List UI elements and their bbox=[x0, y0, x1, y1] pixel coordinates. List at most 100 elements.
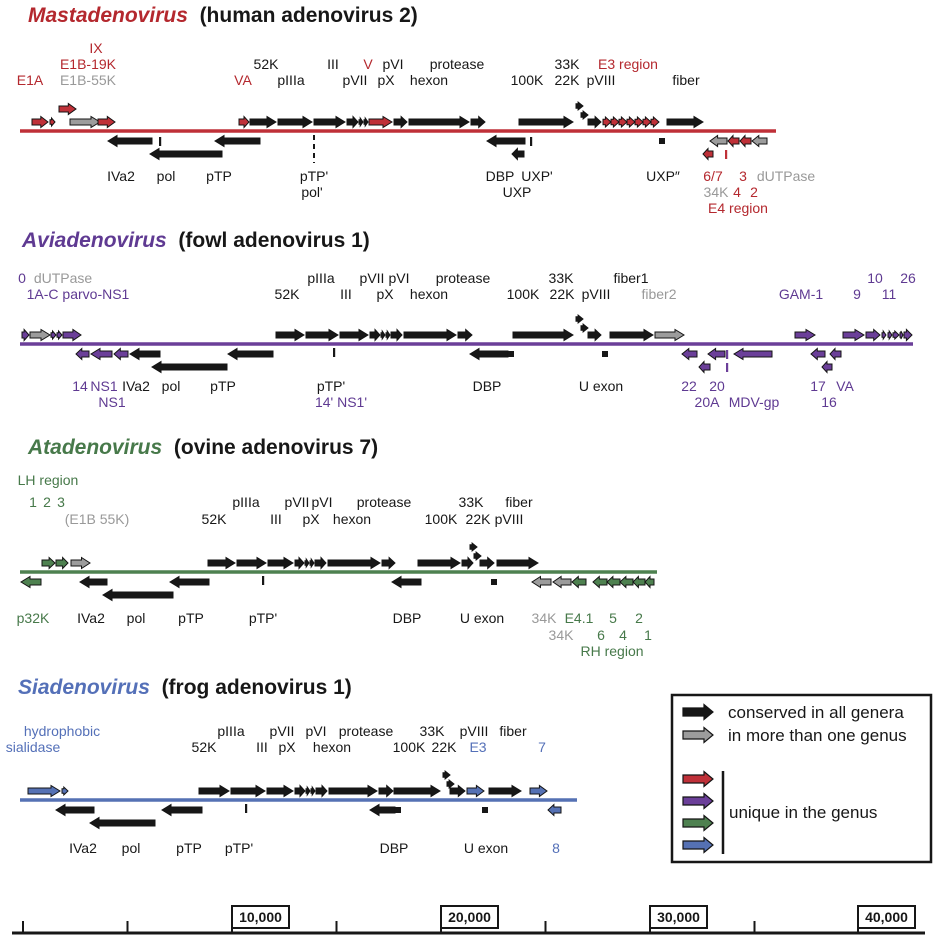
atadenovirus-label-iii: III bbox=[270, 511, 282, 527]
aviadenovirus-label-33k: 33K bbox=[549, 270, 575, 286]
aviadenovirus-label-fiber1: fiber1 bbox=[613, 270, 648, 286]
aviadenovirus-title-genus: Aviadenovirus bbox=[22, 229, 167, 252]
siadenovirus-label-fiber: fiber bbox=[499, 723, 527, 739]
atadenovirus-label-pvi: pVI bbox=[311, 494, 332, 510]
atadenovirus-label-pviii: pVIII bbox=[495, 511, 524, 527]
aviadenovirus-gene-arrow-29 bbox=[90, 347, 113, 361]
atadenovirus-label-34k: 34K bbox=[549, 627, 575, 643]
mastadenovirus-gene-arrow-16 bbox=[518, 115, 574, 129]
aviadenovirus-label-0: 0 bbox=[18, 270, 26, 286]
atadenovirus-title-spacer bbox=[162, 436, 174, 459]
mastadenovirus-gene-arrow-2 bbox=[58, 102, 77, 116]
aviadenovirus-label-10: 10 bbox=[867, 270, 883, 286]
siadenovirus-exon-mark-2 bbox=[482, 807, 488, 813]
siadenovirus-exon-mark-1 bbox=[395, 807, 401, 813]
aviadenovirus-gene-arrow-18 bbox=[609, 328, 654, 342]
aviadenovirus-label-mdv-gp: MDV-gp bbox=[729, 394, 780, 410]
mastadenovirus-label-100k: 100K bbox=[511, 72, 544, 88]
mastadenovirus-exon-mark-1 bbox=[234, 138, 240, 144]
siadenovirus-label-piiia: pIIIa bbox=[217, 723, 244, 739]
aviadenovirus-gene-arrow-20 bbox=[794, 328, 816, 342]
mastadenovirus-label-pvii: pVII bbox=[343, 72, 368, 88]
legend-label-0: conserved in all genera bbox=[728, 703, 904, 722]
aviadenovirus-title-spacer bbox=[167, 229, 179, 252]
atadenovirus-gene-arrow-23 bbox=[531, 575, 552, 589]
scale-label-box-1 bbox=[440, 905, 499, 929]
atadenovirus-label-4: 4 bbox=[619, 627, 627, 643]
aviadenovirus-label-dutpase: dUTPase bbox=[34, 270, 93, 286]
aviadenovirus-label-dbp: DBP bbox=[473, 378, 502, 394]
legend: conserved in all genera in more than one … bbox=[670, 693, 933, 864]
atadenovirus-label-22k: 22K bbox=[466, 511, 492, 527]
mastadenovirus-gene-arrow-1 bbox=[49, 116, 56, 128]
scale-label-box-3 bbox=[857, 905, 916, 929]
atadenovirus-label-lh-region: LH region bbox=[18, 472, 79, 488]
mastadenovirus-gene-arrow-27 bbox=[666, 115, 704, 129]
mastadenovirus-gene-arrow-20 bbox=[602, 115, 612, 129]
aviadenovirus-gene-arrow-6 bbox=[305, 328, 339, 342]
scale-label-40-000: 40,000 bbox=[865, 909, 908, 925]
atadenovirus-title-host: (ovine adenovirus 7) bbox=[173, 436, 379, 459]
mastadenovirus-label-v: V bbox=[363, 56, 373, 72]
siadenovirus-label-pol: pol bbox=[122, 840, 141, 856]
aviadenovirus-label-26: 26 bbox=[900, 270, 916, 286]
aviadenovirus-label-11: 11 bbox=[882, 286, 897, 302]
legend-label-unique: unique in the genus bbox=[729, 803, 877, 822]
legend-label-1: in more than one genus bbox=[728, 726, 907, 745]
aviadenovirus-label-17: 17 bbox=[810, 378, 826, 394]
mastadenovirus-label-fiber: fiber bbox=[672, 72, 700, 88]
scale-label-30-000: 30,000 bbox=[657, 909, 700, 925]
mastadenovirus-label-uxp: UXP″ bbox=[646, 168, 680, 184]
aviadenovirus-gene-arrow-5 bbox=[275, 328, 305, 342]
mastadenovirus-label-e4-region: E4 region bbox=[708, 200, 768, 216]
aviadenovirus-gene-arrow-2 bbox=[50, 329, 57, 341]
siadenovirus-gene-arrow-4 bbox=[266, 784, 294, 798]
mastadenovirus-gene-arrow-14 bbox=[408, 115, 470, 129]
siadenovirus-label-px: pX bbox=[278, 739, 296, 755]
atadenovirus-label-2: 2 bbox=[635, 610, 643, 626]
aviadenovirus-gene-arrow-10 bbox=[385, 329, 391, 341]
mastadenovirus-label-4: 4 bbox=[733, 184, 741, 200]
scale-label-box-2 bbox=[649, 905, 708, 929]
aviadenovirus-gene-arrow-33 bbox=[227, 347, 274, 361]
legend-arrow-conserved-in-all-genera-icon bbox=[682, 703, 714, 721]
atadenovirus-gene-arrow-8 bbox=[309, 557, 315, 569]
mastadenovirus-gene-arrow-15 bbox=[470, 115, 486, 129]
mastadenovirus-label-uxp: UXP' bbox=[521, 168, 552, 184]
legend-arrow-in-more-than-one-genus-icon bbox=[682, 726, 714, 744]
scale-label-box-0 bbox=[231, 905, 290, 929]
atadenovirus-label-iva2: IVa2 bbox=[77, 610, 105, 626]
mastadenovirus-title-host: (human adenovirus 2) bbox=[199, 4, 418, 27]
mastadenovirus-tick-mark-0 bbox=[159, 137, 162, 146]
siadenovirus-title-spacer bbox=[150, 676, 162, 699]
aviadenovirus-gene-arrow-4 bbox=[62, 328, 82, 342]
aviadenovirus-exon-mark-1 bbox=[508, 351, 514, 357]
legend-unique-arrow-1-icon bbox=[682, 792, 714, 810]
mastadenovirus-label-pviii: pVIII bbox=[587, 72, 616, 88]
siadenovirus-label-pvii: pVII bbox=[270, 723, 295, 739]
atadenovirus-label-34k: 34K bbox=[532, 610, 558, 626]
siadenovirus-gene-arrow-19 bbox=[89, 816, 156, 830]
atadenovirus-gene-arrow-16 bbox=[479, 556, 495, 570]
mastadenovirus-label-2: 2 bbox=[750, 184, 758, 200]
mastadenovirus-label-hexon: hexon bbox=[410, 72, 448, 88]
aviadenovirus-gene-arrow-17 bbox=[587, 328, 602, 342]
siadenovirus-label-ptp: pTP' bbox=[225, 840, 253, 856]
aviadenovirus-label-pol: pol bbox=[162, 378, 181, 394]
mastadenovirus-gene-arrow-0 bbox=[31, 115, 49, 129]
atadenovirus-gene-arrow-20 bbox=[102, 588, 174, 602]
aviadenovirus-gene-arrow-21 bbox=[842, 328, 865, 342]
aviadenovirus-label-100k: 100K bbox=[507, 286, 540, 302]
mastadenovirus-gene-arrow-23 bbox=[626, 115, 636, 129]
aviadenovirus-label-piiia: pIIIa bbox=[307, 270, 334, 286]
atadenovirus-label-6: 6 bbox=[597, 627, 605, 643]
atadenovirus-gene-arrow-12 bbox=[417, 556, 461, 570]
aviadenovirus-label-1a-c-parvo-ns1: 1A-C parvo-NS1 bbox=[27, 286, 130, 302]
mastadenovirus-label-piiia: pIIIa bbox=[277, 72, 304, 88]
mastadenovirus-label-e1b-19k: E1B-19K bbox=[60, 56, 117, 72]
aviadenovirus-label-52k: 52K bbox=[275, 286, 301, 302]
aviadenovirus-title-host: (fowl adenovirus 1) bbox=[178, 229, 370, 252]
aviadenovirus-gene-arrow-7 bbox=[339, 328, 369, 342]
